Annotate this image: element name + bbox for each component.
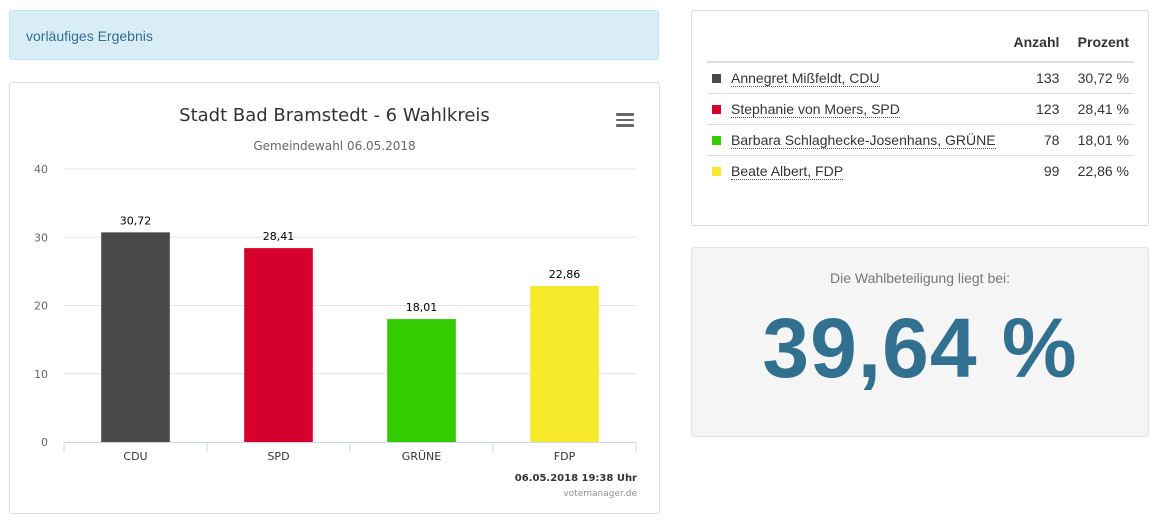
candidate-link[interactable]: Annegret Mißfeldt, CDU: [731, 70, 880, 87]
preliminary-result-alert: vorläufiges Ergebnis: [9, 10, 659, 60]
candidate-link[interactable]: Beate Albert, FDP: [731, 163, 844, 180]
gruene-color-swatch: [712, 135, 721, 145]
table-row: Barbara Schlaghecke-Josenhans, GRÜNE 78 …: [707, 124, 1134, 156]
header-name: [707, 28, 1001, 63]
percent-cell: 28,41 %: [1064, 93, 1134, 125]
chart-credits-link[interactable]: votemanager.de: [563, 489, 637, 499]
data-label: 28,41: [263, 230, 295, 243]
table-row: Annegret Mißfeldt, CDU 133 30,72 %: [707, 62, 1134, 94]
table-row: Stephanie von Moers, SPD 123 28,41 %: [707, 93, 1134, 125]
turnout-panel: Die Wahlbeteiligung liegt bei: 39,64 %: [691, 247, 1149, 437]
chart-subtitle: Gemeindewahl 06.05.2018: [253, 139, 416, 153]
chart-title: Stadt Bad Bramstedt - 6 Wahlkreis: [179, 105, 490, 126]
alert-text: vorläufiges Ergebnis: [26, 28, 153, 44]
bar-cdu: [101, 232, 170, 442]
table-header-row: Anzahl Prozent: [707, 28, 1134, 63]
y-tick-label: 10: [34, 368, 48, 381]
fdp-color-swatch: [712, 166, 721, 176]
cdu-color-swatch: [712, 73, 721, 83]
count-cell: 133: [1036, 70, 1060, 86]
candidate-link[interactable]: Barbara Schlaghecke-Josenhans, GRÜNE: [731, 132, 996, 149]
percent-cell: 22,86 %: [1064, 155, 1134, 186]
bar-spd: [244, 248, 313, 442]
candidate-link[interactable]: Stephanie von Moers, SPD: [731, 101, 900, 118]
header-anzahl: Anzahl: [1000, 28, 1065, 63]
chart-panel: Stadt Bad Bramstedt - 6 Wahlkreis Gemein…: [9, 82, 660, 514]
data-label: 18,01: [406, 301, 438, 314]
count-cell: 123: [1000, 93, 1065, 125]
y-tick-label: 20: [34, 300, 48, 313]
spd-color-swatch: [712, 104, 721, 114]
count-cell: 78: [1000, 124, 1065, 156]
bar-chart: 0 10 20 30 40 30,72 CDU 28,41 SPD 18,01 GRÜNE 22,86…: [34, 163, 637, 463]
x-tick-label: CDU: [123, 450, 147, 463]
y-tick-label: 40: [34, 163, 48, 176]
data-label: 30,72: [120, 214, 152, 227]
bar-grüne: [387, 319, 456, 442]
table-row: Beate Albert, FDP 99 22,86 %: [707, 155, 1134, 186]
turnout-value: 39,64 %: [762, 301, 1078, 395]
header-prozent: Prozent: [1064, 28, 1134, 63]
chart-timestamp: 06.05.2018 19:38 Uhr: [514, 473, 637, 484]
turnout-label: Die Wahlbeteiligung liegt bei:: [829, 270, 1011, 286]
data-label: 22,86: [549, 268, 581, 281]
results-table: Anzahl Prozent Annegret Mißfeldt, CDU 13…: [707, 28, 1134, 186]
x-tick-label: FDP: [554, 450, 576, 463]
x-tick-label: GRÜNE: [402, 450, 441, 463]
percent-cell: 30,72 %: [1077, 70, 1129, 86]
y-tick-label: 0: [41, 436, 48, 449]
results-table-panel: Anzahl Prozent Annegret Mißfeldt, CDU 13…: [691, 10, 1149, 226]
hamburger-menu-icon[interactable]: [616, 113, 634, 127]
x-tick-label: SPD: [267, 450, 289, 463]
percent-cell: 18,01 %: [1064, 124, 1134, 156]
y-tick-label: 30: [34, 231, 48, 244]
bar-fdp: [530, 285, 599, 442]
count-cell: 99: [1000, 155, 1065, 186]
